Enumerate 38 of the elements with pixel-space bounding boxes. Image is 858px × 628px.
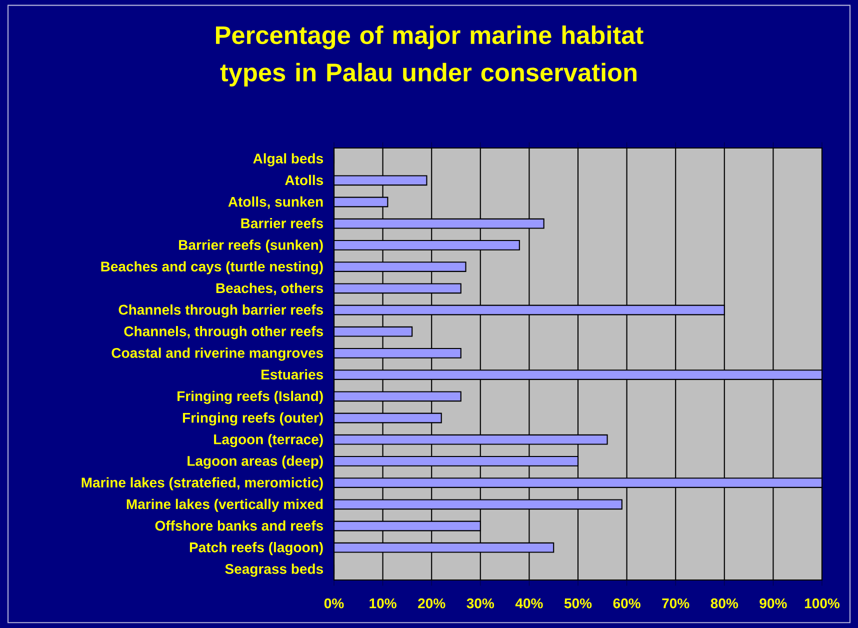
bar [334, 348, 462, 358]
y-tick-label: Channels through barrier reefs [118, 304, 324, 318]
y-tick-label: Channels, through other reefs [124, 326, 324, 340]
y-tick-label: Patch reefs (lagoon) [190, 542, 323, 556]
bar [334, 456, 579, 466]
y-tick-label: Seagrass beds [225, 564, 324, 577]
y-tick-label: Offshore banks and reefs [155, 520, 324, 531]
bar [334, 370, 822, 380]
bar [334, 478, 822, 488]
y-tick-label: Fringing reefs (outer) [182, 412, 323, 426]
chart-title: Percentage of major marine habitat types in Palau under conservation [216, 26, 644, 86]
x-tick-label: 0% [324, 598, 344, 608]
x-tick-label: 70% [662, 598, 690, 608]
y-tick-label: Barrier reefs [241, 218, 323, 228]
x-tick-label: 60% [613, 598, 640, 608]
y-tick-label: Estuaries [262, 369, 324, 380]
x-tick-label: 90% [760, 598, 787, 608]
y-tick-label: Beaches, others [216, 282, 324, 296]
y-tick-label: Barrier reefs (sunken) [179, 240, 323, 253]
y-tick-label: Lagoon (terrace) [214, 434, 323, 448]
y-tick-label: Marine lakes (vertically mixed [126, 498, 323, 512]
bar [334, 240, 520, 250]
y-tick-label: Atolls, sunken [228, 196, 323, 209]
y-tick-label: Coastal and riverine mangroves [112, 348, 324, 361]
bar [334, 262, 466, 272]
y-tick-label: Marine lakes (stratefied, meromictic) [82, 477, 323, 490]
x-tick-label: 80% [710, 598, 738, 608]
x-tick-label: 30% [466, 598, 494, 608]
y-tick-label: Algal beds [253, 153, 324, 166]
y-tick-label: Fringing reefs (Island) [178, 390, 323, 404]
x-tick-label: 50% [564, 598, 592, 608]
y-tick-label: Lagoon areas (deep) [188, 456, 323, 469]
x-tick-label: 40% [515, 598, 543, 608]
x-tick-label: 100% [804, 598, 840, 608]
y-tick-label: Atolls [285, 174, 324, 186]
x-tick-label: 10% [370, 598, 396, 608]
x-tick-label: 20% [418, 598, 446, 608]
y-tick-label: Beaches and cays (turtle nesting) [101, 261, 323, 274]
